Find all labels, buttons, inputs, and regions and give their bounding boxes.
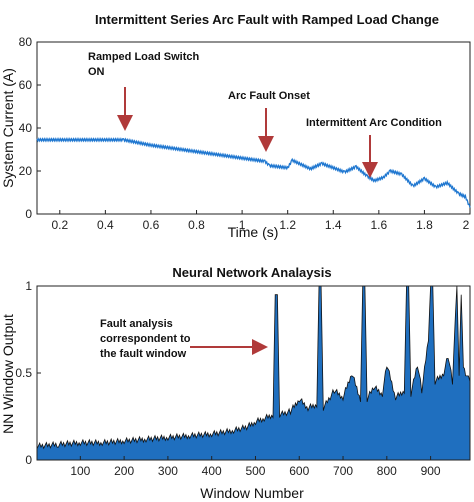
bottom-chart: Neural Network Analaysis 00.51 100 200 300… — [0, 265, 471, 501]
bottom-x-tick-label: 600 — [289, 464, 309, 478]
bottom-y-tick-label: 0 — [25, 453, 32, 467]
top-y-tick-label: 0 — [25, 207, 32, 221]
bottom-y-tick-label: 1 — [25, 279, 32, 293]
top-x-tick-label: 1 — [239, 218, 246, 232]
annotation-fault-analysis-3: the fault window — [100, 348, 187, 360]
bottom-y-tick-label: 0.5 — [15, 366, 32, 380]
annotation-ramped-load: Ramped Load Switch — [88, 51, 200, 63]
top-y-axis: 0 20 40 60 80 — [19, 35, 41, 221]
bottom-x-axis-label: Window Number — [200, 485, 304, 501]
top-x-axis: 0.2 0.4 0.6 0.8 1 1.2 1.4 1.6 1.8 2 — [51, 210, 471, 232]
top-x-tick-label: 1.2 — [279, 218, 296, 232]
annotation-intermittent-arc: Intermittent Arc Condition — [306, 117, 442, 129]
top-chart: Intermittent Series Arc Fault with Rampe… — [0, 12, 471, 240]
top-chart-title: Intermittent Series Arc Fault with Rampe… — [95, 12, 439, 27]
top-y-tick-label: 40 — [19, 121, 33, 135]
bottom-x-tick-label: 400 — [202, 464, 222, 478]
annotation-arc-onset: Arc Fault Onset — [228, 90, 310, 102]
top-y-tick-label: 20 — [19, 164, 33, 178]
top-y-tick-label: 60 — [19, 78, 33, 92]
top-y-tick-label: 80 — [19, 35, 33, 49]
annotation-fault-analysis-1: Fault analysis — [100, 318, 173, 330]
bottom-x-tick-label: 800 — [377, 464, 397, 478]
annotation-ramped-load-on: ON — [88, 66, 105, 78]
bottom-x-tick-label: 200 — [114, 464, 134, 478]
top-y-axis-label: System Current (A) — [0, 68, 16, 188]
bottom-series-area — [36, 285, 471, 461]
bottom-x-axis: 100 200 300 400 500 600 700 800 900 — [70, 456, 441, 478]
bottom-x-tick-label: 500 — [245, 464, 265, 478]
bottom-x-tick-label: 100 — [70, 464, 90, 478]
bottom-x-tick-label: 900 — [421, 464, 441, 478]
top-x-tick-label: 1.4 — [325, 218, 342, 232]
top-x-tick-label: 2 — [463, 218, 470, 232]
top-series-line — [36, 137, 471, 208]
top-x-tick-label: 1.8 — [416, 218, 433, 232]
bottom-y-axis-label: NN Window Output — [0, 314, 16, 434]
annotation-fault-analysis-2: correspondent to — [100, 333, 191, 345]
top-x-tick-label: 1.6 — [370, 218, 387, 232]
top-x-tick-label: 0.2 — [51, 218, 68, 232]
bottom-x-tick-label: 700 — [333, 464, 353, 478]
top-x-axis-label: Time (s) — [228, 224, 279, 240]
top-x-tick-label: 0.6 — [143, 218, 160, 232]
top-x-tick-label: 0.8 — [188, 218, 205, 232]
bottom-chart-title: Neural Network Analaysis — [172, 265, 331, 280]
top-x-tick-label: 0.4 — [97, 218, 114, 232]
bottom-y-axis: 00.51 — [15, 279, 41, 467]
bottom-x-tick-label: 300 — [158, 464, 178, 478]
